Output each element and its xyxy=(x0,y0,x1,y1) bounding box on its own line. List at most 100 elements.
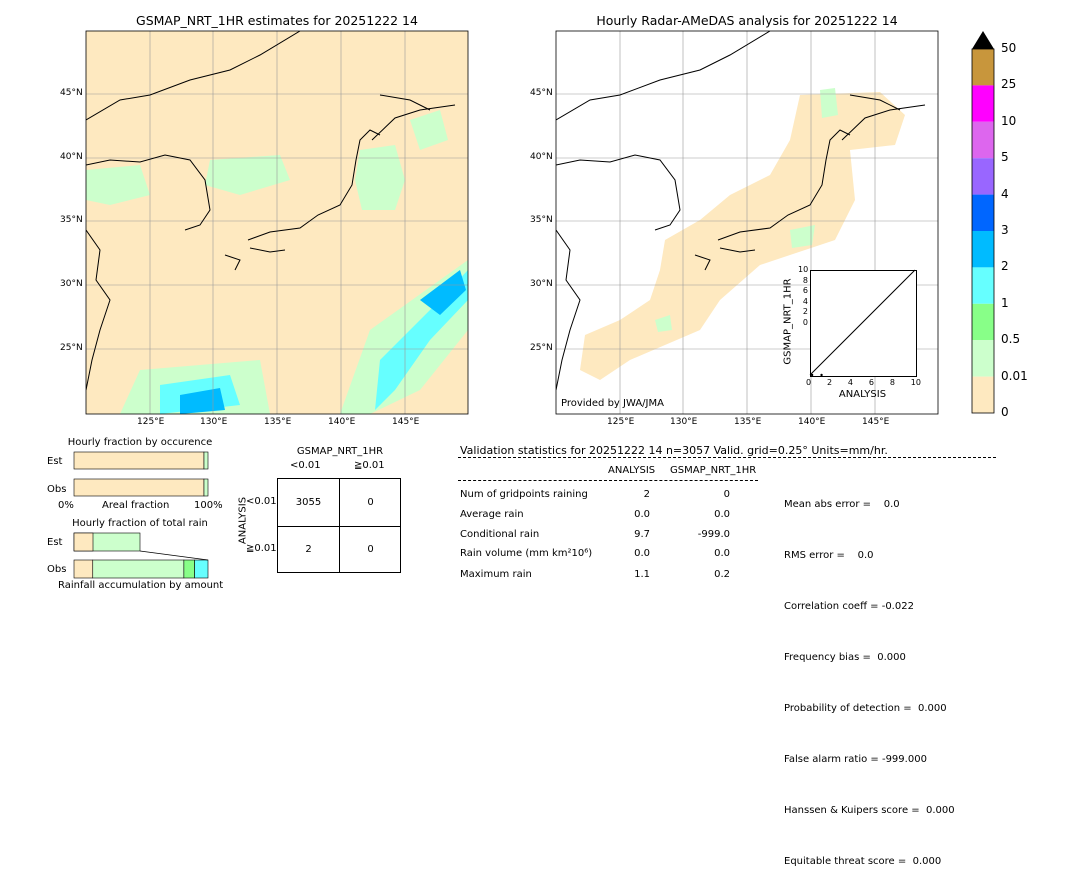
left-lon-label: 145°E xyxy=(392,417,420,427)
scatter-xtick: 0 xyxy=(806,378,812,387)
contingency-title: GSMAP_NRT_1HR xyxy=(296,446,384,457)
total-rain-row-label: Obs xyxy=(47,564,67,575)
validation-row-label: Average rain xyxy=(460,509,524,520)
left-light-rain-area xyxy=(120,360,270,414)
occurrence-axis-right: 100% xyxy=(194,500,223,511)
contingency-grid: 3055 0 2 0 xyxy=(277,478,401,573)
data-credit: Provided by JWA/JMA xyxy=(561,398,664,409)
validation-row-analysis: 0.0 xyxy=(634,548,650,559)
validation-row-gsmap: 0.0 xyxy=(714,548,730,559)
right-lon-label: 130°E xyxy=(670,417,698,427)
scatter-ytick: 4 xyxy=(802,296,808,306)
left-lon-label: 130°E xyxy=(200,417,228,427)
right-lat-label: 40°N xyxy=(530,152,553,162)
total-rain-est-bar-segment xyxy=(73,532,94,552)
left-light-rain-area xyxy=(340,260,468,414)
right-light-rain-area xyxy=(820,88,838,118)
total-rain-connector xyxy=(139,550,209,561)
contingency-cell: 0 xyxy=(367,544,374,555)
left-light-rain-area xyxy=(205,155,290,195)
contingency-row-header: <0.01 xyxy=(246,496,277,507)
colorbar-segment xyxy=(972,121,994,159)
colorbar-segment xyxy=(972,340,994,377)
validation-row-label: Conditional rain xyxy=(460,529,540,540)
colorbar-label: 1 xyxy=(1001,295,1009,310)
right-lat-label: 30°N xyxy=(530,279,553,289)
validation-table-rule xyxy=(458,480,758,481)
total-rain-row-label: Est xyxy=(47,537,63,548)
left-lon-label: 140°E xyxy=(328,417,356,427)
contingency-cell: 0 xyxy=(367,497,374,508)
score-line: RMS error = 0.0 xyxy=(784,550,874,561)
colorbar-extend-arrow xyxy=(972,31,994,49)
scatter-ytick: 0 xyxy=(802,317,808,327)
score-line: Correlation coeff = -0.022 xyxy=(784,601,914,612)
colorbar-label: 10 xyxy=(1001,113,1017,128)
left-map-title: GSMAP_NRT_1HR estimates for 20251222 14 xyxy=(136,13,418,28)
left-lat-label: 40°N xyxy=(60,152,83,162)
colorbar-label: 50 xyxy=(1001,41,1017,55)
colorbar-segment xyxy=(972,267,994,304)
validation-row-gsmap: 0.2 xyxy=(714,569,730,580)
scatter-ytick: 2 xyxy=(802,307,808,316)
colorbar-segment xyxy=(972,303,994,341)
left-lat-label: 45°N xyxy=(60,88,83,98)
scatter-inset xyxy=(810,270,917,377)
right-lat-label: 25°N xyxy=(530,343,553,353)
colorbar-segment xyxy=(972,158,994,195)
colorbar-label: 2 xyxy=(1001,259,1009,274)
total-rain-est-bar xyxy=(73,532,141,552)
colorbar-label: 3 xyxy=(1001,223,1009,237)
occurrence-frame xyxy=(74,450,208,498)
colorbar-label: 0.01 xyxy=(1001,368,1028,383)
occurrence-axis-left: 0% xyxy=(58,500,74,511)
validation-row-analysis: 0.0 xyxy=(634,509,650,520)
score-line: Hanssen & Kuipers score = 0.000 xyxy=(784,805,955,816)
scatter-xtick: 4 xyxy=(847,378,853,387)
contingency-row-header: ≧0.01 xyxy=(246,543,277,554)
validation-row-label: Num of gridpoints raining xyxy=(460,489,588,500)
scatter-xtick: 8 xyxy=(889,378,895,387)
score-line: Frequency bias = 0.000 xyxy=(784,652,906,663)
left-light-rain-area xyxy=(86,165,150,205)
score-line: False alarm ratio = -999.000 xyxy=(784,754,927,765)
contingency-col-header: <0.01 xyxy=(290,460,321,471)
validation-row-analysis: 9.7 xyxy=(634,529,650,540)
validation-row-gsmap: -999.0 xyxy=(697,529,730,540)
validation-header: Validation statistics for 20251222 14 n=… xyxy=(460,444,888,457)
right-lat-label: 35°N xyxy=(530,215,553,225)
left-map-coastline xyxy=(86,31,456,391)
left-moderate-rain-area xyxy=(180,388,225,414)
right-lon-label: 140°E xyxy=(798,417,826,427)
total-rain-footer: Rainfall accumulation by amount xyxy=(58,580,224,591)
left-lat-label: 30°N xyxy=(60,279,83,289)
validation-col-analysis: ANALYSIS xyxy=(608,465,656,476)
contingency-col-header: ≧0.01 xyxy=(354,460,385,471)
occurrence-row-label: Est xyxy=(47,456,63,467)
contingency-cell: 2 xyxy=(305,544,312,555)
total-rain-bar-segment xyxy=(73,559,94,579)
left-lat-label: 35°N xyxy=(60,215,83,225)
left-map-background xyxy=(86,31,468,414)
score-line: Mean abs error = 0.0 xyxy=(784,499,900,510)
scatter-ytick: 8 xyxy=(802,275,808,285)
validation-row-label: Rain volume (mm km²10⁶) xyxy=(460,548,593,559)
validation-col-gsmap: GSMAP_NRT_1HR xyxy=(670,465,757,476)
colorbar-segment xyxy=(972,376,994,413)
colorbar-segment xyxy=(972,231,994,268)
right-map-title: Hourly Radar-AMeDAS analysis for 2025122… xyxy=(596,13,898,28)
left-moderate-rain-area xyxy=(160,375,240,414)
score-line: Equitable threat score = 0.000 xyxy=(784,856,942,867)
right-light-rain-area xyxy=(790,225,815,248)
colorbar-label: 0 xyxy=(1001,405,1009,419)
scatter-xtick: 10 xyxy=(910,378,921,387)
scatter-ytick: 10 xyxy=(798,265,809,274)
right-light-rain-area xyxy=(655,315,672,332)
scatter-xtick: 2 xyxy=(826,378,833,387)
left-map-grid xyxy=(86,31,468,414)
total-rain-bar-segment xyxy=(92,559,185,579)
total-rain-bar-segment xyxy=(194,559,209,579)
right-lat-label: 45°N xyxy=(530,88,553,98)
left-lon-label: 125°E xyxy=(137,417,165,427)
validation-row-label: Maximum rain xyxy=(460,569,532,580)
